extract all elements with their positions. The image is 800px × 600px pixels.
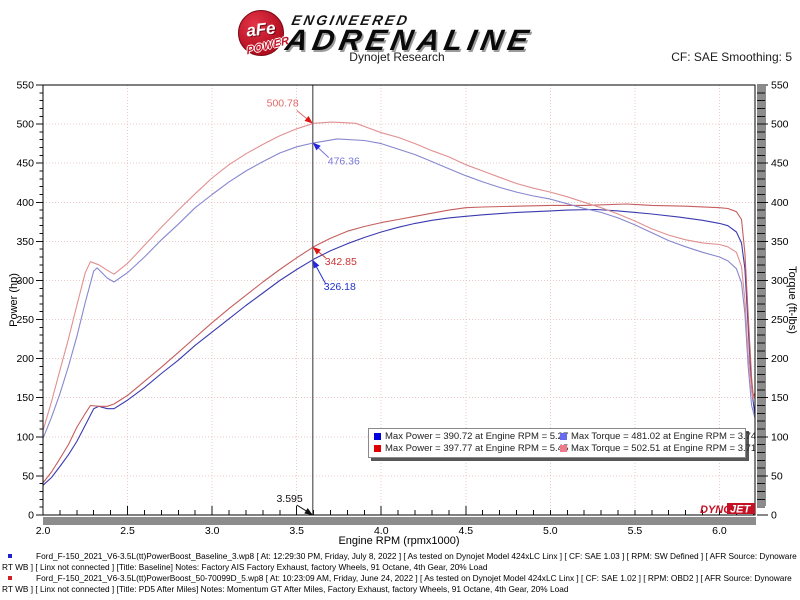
legend-item: Max Torque = 481.02 at Engine RPM = 3.74 [560, 431, 756, 442]
y-tick-label: 50 [771, 470, 783, 482]
x-tick-label: 4.0 [374, 525, 389, 537]
annotation-value: 500.78 [267, 97, 299, 109]
y-tick-label: 200 [16, 353, 34, 365]
annotation-arrow-icon [304, 508, 313, 515]
y-tick-label: 550 [771, 80, 789, 92]
dynojet-watermark-text: DYNO [700, 504, 732, 516]
legend-item: Max Power = 397.77 at Engine RPM = 5.45 [374, 443, 568, 454]
y-tick-label: 450 [771, 158, 789, 170]
file-entry: Ford_F-150_2021_V6-3.5L(tt)PowerBoost_50… [0, 573, 798, 594]
annotation-value: 342.85 [325, 256, 357, 268]
y-tick-label: 0 [28, 510, 34, 522]
x-tick-label: 6.0 [712, 525, 727, 537]
y-tick-label: 200 [771, 353, 789, 365]
file-entry-text: Ford_F-150_2021_V6-3.5L(tt)PowerBoost_50… [2, 573, 792, 594]
y-tick-label: 550 [16, 80, 34, 92]
y-tick-label: 100 [16, 431, 34, 443]
y-tick-label: 250 [16, 314, 34, 326]
file-bullet-icon [8, 576, 12, 580]
afe-logo: aFe POWER ENGINEERED ADRENALINE [238, 4, 598, 57]
annotation-342.85: 342.85 [312, 246, 357, 268]
y-tick-label: 400 [771, 197, 789, 209]
annotation-3.595: 3.595 [276, 493, 314, 516]
x-scrollbar[interactable] [43, 517, 756, 525]
dyno-chart: 0 0 50 50 100 100 150 150 200 200 250 250 300 300 350 3… [8, 80, 798, 548]
file-entry-text: Ford_F-150_2021_V6-3.5L(tt)PowerBoost_Ba… [2, 551, 797, 572]
annotation-326.18: 326.18 [312, 259, 356, 293]
legend-swatch-icon [374, 445, 381, 452]
annotation-arrow-icon [312, 259, 320, 269]
y-tick-label: 0 [771, 510, 777, 522]
y-tick-label: 100 [771, 431, 789, 443]
x-tick-label: 3.0 [205, 525, 220, 537]
curve-power_pd5 [42, 203, 756, 484]
x-tick-label: 5.0 [543, 525, 558, 537]
dynojet-watermark-text: JET [730, 504, 751, 516]
torque-axis-title: Torque (ft-lbs) [786, 266, 798, 334]
y-tick-label: 500 [771, 119, 789, 131]
legend-item: Max Torque = 502.51 at Engine RPM = 3.71 [560, 443, 756, 454]
y-tick-label: 350 [16, 236, 34, 248]
legend-item-label: Max Power = 390.72 at Engine RPM = 5.27 [385, 431, 569, 442]
curve-torque_baseline [42, 138, 756, 439]
annotation-value: 476.36 [328, 156, 360, 168]
x-tick-label: 2.5 [120, 525, 135, 537]
legend-item-label: Max Power = 397.77 at Engine RPM = 5.45 [385, 443, 569, 454]
plot-border [42, 84, 756, 516]
power-axis-title: Power (hp) [8, 273, 20, 327]
file-list: Ford_F-150_2021_V6-3.5L(tt)PowerBoost_Ba… [0, 551, 798, 595]
annotation-476.36: 476.36 [312, 142, 360, 168]
y-tick-label: 300 [16, 275, 34, 287]
legend-swatch-icon [560, 433, 567, 440]
legend-item-label: Max Torque = 502.51 at Engine RPM = 3.71 [571, 443, 757, 454]
annotation-arrow-icon [312, 246, 321, 255]
legend-swatch-icon [374, 433, 381, 440]
y-tick-label: 250 [771, 314, 789, 326]
annotation-value: 3.595 [276, 493, 302, 505]
legend-item-label: Max Torque = 481.02 at Engine RPM = 3.74 [571, 431, 757, 442]
y-tick-label: 150 [16, 392, 34, 404]
x-tick-label: 2.0 [36, 525, 51, 537]
afe-badge-icon: aFe [238, 10, 284, 56]
curve-power_baseline [42, 208, 756, 486]
y-tick-label: 50 [22, 470, 34, 482]
y-tick-label: 500 [16, 119, 34, 131]
annotation-500.78: 500.78 [267, 97, 314, 124]
annotation-arrow-icon [312, 142, 321, 151]
legend-item: Max Power = 390.72 at Engine RPM = 5.27 [374, 431, 568, 442]
y-tick-label: 300 [771, 275, 789, 287]
y-tick-label: 350 [771, 236, 789, 248]
x-tick-label: 3.5 [289, 525, 304, 537]
file-bullet-icon [8, 554, 12, 558]
annotation-value: 326.18 [324, 281, 356, 293]
curve-torque_pd5 [42, 121, 756, 431]
rpm-axis-title: Engine RPM (rpmx1000) [338, 535, 459, 547]
file-entry: Ford_F-150_2021_V6-3.5L(tt)PowerBoost_Ba… [0, 551, 798, 572]
y-tick-label: 150 [771, 392, 789, 404]
annotation-arrow-icon [304, 115, 313, 124]
x-tick-label: 5.5 [628, 525, 643, 537]
y-tick-label: 400 [16, 197, 34, 209]
legend: Max Power = 390.72 at Engine RPM = 5.27 M… [368, 428, 756, 458]
y-tick-label: 450 [16, 158, 34, 170]
smoothing-setting-label: CF: SAE Smoothing: 5 [671, 50, 792, 64]
x-tick-label: 4.5 [458, 525, 473, 537]
dynojet-research-title: Dynojet Research [349, 50, 445, 64]
legend-swatch-icon [560, 445, 567, 452]
